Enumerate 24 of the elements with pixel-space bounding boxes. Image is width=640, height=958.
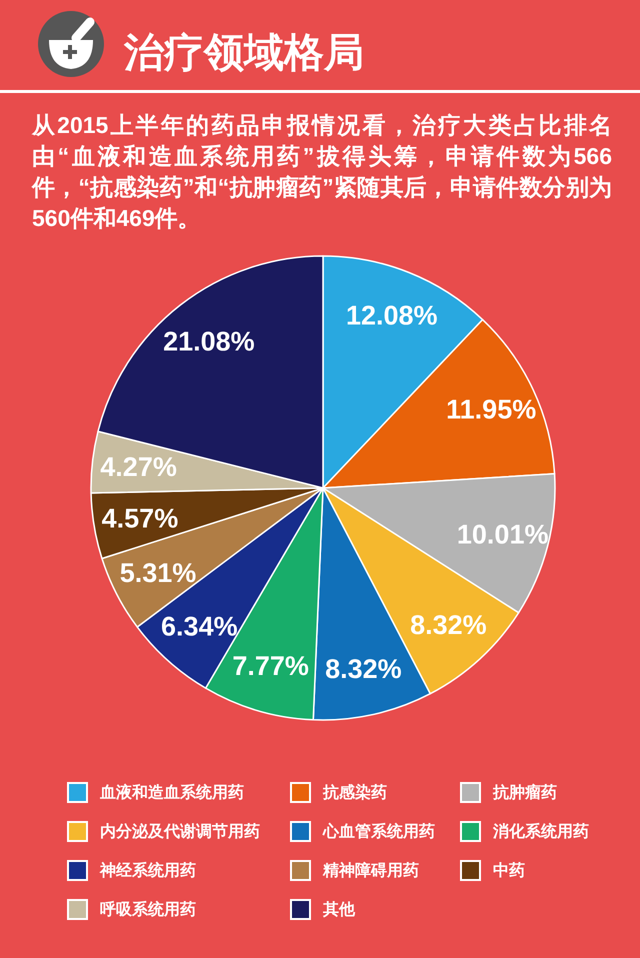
legend-label: 抗肿瘤药 bbox=[492, 784, 557, 802]
legend-label: 内分泌及代谢调节用药 bbox=[100, 822, 260, 840]
data-label: 10.01% bbox=[456, 519, 548, 550]
legend-label: 其他 bbox=[322, 900, 356, 918]
legend-label: 神经系统用药 bbox=[99, 862, 196, 880]
chart-subtitle: 从2015上半年的药品申报情况看，治疗大类占比排名由“血液和造血系统用药”拔得头筹，申请件数为566件，“抗感染药”和“抗肿瘤药”紧随其后，申请件数分别为560件和469件。 bbox=[32, 111, 612, 233]
legend-label: 消化系统用药 bbox=[492, 822, 589, 840]
legend-label: 精神障碍用药 bbox=[322, 862, 419, 880]
chart-title: 治疗领域格局 bbox=[123, 31, 364, 75]
legend-label: 血液和造血系统用药 bbox=[99, 784, 244, 802]
data-label: 4.57% bbox=[102, 504, 178, 534]
data-label: 7.77% bbox=[232, 651, 309, 682]
legend-label: 抗感染药 bbox=[322, 784, 387, 802]
data-label: 21.08% bbox=[163, 326, 255, 357]
data-label: 11.95% bbox=[446, 394, 536, 425]
data-label: 5.31% bbox=[120, 558, 196, 588]
legend-label: 中药 bbox=[493, 862, 525, 880]
data-label: 4.27% bbox=[100, 452, 177, 482]
data-label: 8.32% bbox=[325, 654, 402, 684]
data-label: 8.32% bbox=[410, 610, 487, 640]
legend-label: 心血管系统用药 bbox=[322, 822, 435, 840]
legend-label: 呼吸系统用药 bbox=[100, 900, 196, 918]
data-label: 6.34% bbox=[161, 611, 238, 642]
data-label: 12.08% bbox=[346, 300, 438, 331]
